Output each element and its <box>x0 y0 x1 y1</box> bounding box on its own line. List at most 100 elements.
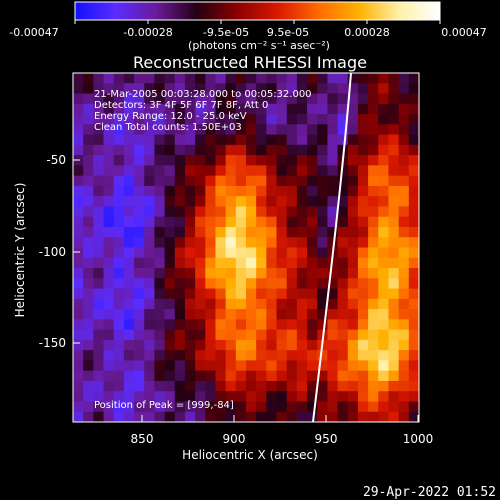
heatmap-cell <box>296 329 308 341</box>
heatmap-cell <box>215 268 227 279</box>
heatmap-cell <box>93 360 104 372</box>
heatmap-cell <box>357 144 369 156</box>
heatmap-cell <box>235 114 247 125</box>
colorbar-tick-label: -0.00028 <box>123 26 172 39</box>
heatmap-cell <box>134 391 145 402</box>
heatmap-cell <box>225 360 237 372</box>
heatmap-cell <box>103 339 115 351</box>
heatmap-cell <box>164 360 176 372</box>
heatmap-cell <box>347 370 359 382</box>
heatmap-cell <box>398 411 410 422</box>
heatmap-cell <box>408 360 419 372</box>
heatmap-cell <box>246 165 257 177</box>
heatmap-cell <box>378 134 389 146</box>
heatmap-cell <box>368 185 379 197</box>
heatmap-cell <box>73 134 84 146</box>
heatmap-cell <box>144 339 155 351</box>
heatmap-cell <box>368 288 379 300</box>
heatmap-cell <box>83 257 94 269</box>
heatmap-cell <box>154 329 165 341</box>
heatmap-cell <box>307 247 318 259</box>
heatmap-cell <box>215 206 227 218</box>
heatmap-cell <box>73 124 84 135</box>
heatmap-cell <box>276 134 288 146</box>
heatmap-cell <box>134 401 145 413</box>
heatmap-cell <box>93 309 104 320</box>
heatmap-cell <box>246 155 257 166</box>
heatmap-cell <box>378 298 389 310</box>
heatmap-cell <box>286 391 298 402</box>
heatmap-cell <box>154 165 165 177</box>
y-axis-label: Heliocentric Y (arcsec) <box>13 183 27 318</box>
heatmap-cell <box>256 196 267 207</box>
annotation-line: 21-Mar-2005 00:03:28.000 to 00:05:32.000 <box>94 89 312 100</box>
heatmap-cell <box>164 370 176 382</box>
heatmap-cell <box>103 134 115 146</box>
heatmap-cell <box>174 114 186 125</box>
heatmap-cell <box>388 401 400 413</box>
heatmap-cell <box>368 329 379 341</box>
heatmap-cell <box>368 247 379 259</box>
heatmap-cell <box>327 360 338 372</box>
heatmap-cell <box>307 298 318 310</box>
heatmap-cell <box>378 268 389 279</box>
heatmap-cell <box>357 196 369 207</box>
heatmap-cell <box>408 401 419 413</box>
heatmap-cell <box>215 196 227 207</box>
heatmap-cell <box>296 93 308 105</box>
heatmap-cell <box>347 226 359 238</box>
heatmap-cell <box>144 319 155 331</box>
heatmap-cell <box>103 257 115 269</box>
heatmap-cell <box>368 360 379 372</box>
heatmap-cell <box>296 134 308 146</box>
heatmap-cell <box>103 114 115 125</box>
heatmap-cell <box>144 380 155 392</box>
heatmap-cell <box>388 226 400 238</box>
heatmap-cell <box>398 73 410 84</box>
heatmap-cell <box>83 298 94 310</box>
heatmap-cell <box>327 124 338 135</box>
heatmap-cell <box>184 329 196 341</box>
heatmap-cell <box>144 350 155 361</box>
heatmap-cell <box>205 247 216 259</box>
heatmap-cell <box>337 350 349 361</box>
heatmap-cell <box>184 237 196 248</box>
solar-limb-line <box>312 73 352 422</box>
heatmap-cell <box>93 391 104 402</box>
heatmap-cell <box>378 144 389 156</box>
heatmap-cell <box>205 134 216 146</box>
heatmap-cell <box>123 339 135 351</box>
heatmap-cell <box>205 309 216 320</box>
heatmap-cell <box>307 309 318 320</box>
heatmap-cell <box>73 93 84 105</box>
heatmap-cell <box>357 206 369 218</box>
heatmap-cell <box>327 411 338 422</box>
heatmap-cell <box>83 103 94 115</box>
heatmap-cell <box>266 216 277 228</box>
heatmap-cell <box>144 216 155 228</box>
heatmap-cell <box>256 114 267 125</box>
heatmap-cell <box>388 144 400 156</box>
heatmap-cell <box>276 165 288 177</box>
plot-frame <box>72 72 420 423</box>
heatmap-cell <box>225 288 237 300</box>
heatmap-cell <box>123 380 135 392</box>
heatmap-cell <box>123 103 135 115</box>
heatmap-cell <box>317 185 328 197</box>
heatmap-cell <box>73 298 84 310</box>
heatmap-cell <box>378 391 389 402</box>
heatmap-cell <box>174 360 186 372</box>
heatmap-cell <box>103 360 115 372</box>
heatmap-cell <box>73 380 84 392</box>
heatmap-cell <box>113 309 125 320</box>
heatmap-cell <box>103 268 115 279</box>
heatmap-cell <box>93 73 104 84</box>
heatmap-cell <box>205 103 216 115</box>
heatmap-cell <box>83 226 94 238</box>
heatmap-cell <box>144 134 155 146</box>
heatmap-cell <box>337 391 349 402</box>
heatmap-cell <box>154 411 165 422</box>
heatmap-cell <box>307 360 318 372</box>
heatmap-cell <box>73 175 84 187</box>
heatmap-cell <box>286 93 298 105</box>
